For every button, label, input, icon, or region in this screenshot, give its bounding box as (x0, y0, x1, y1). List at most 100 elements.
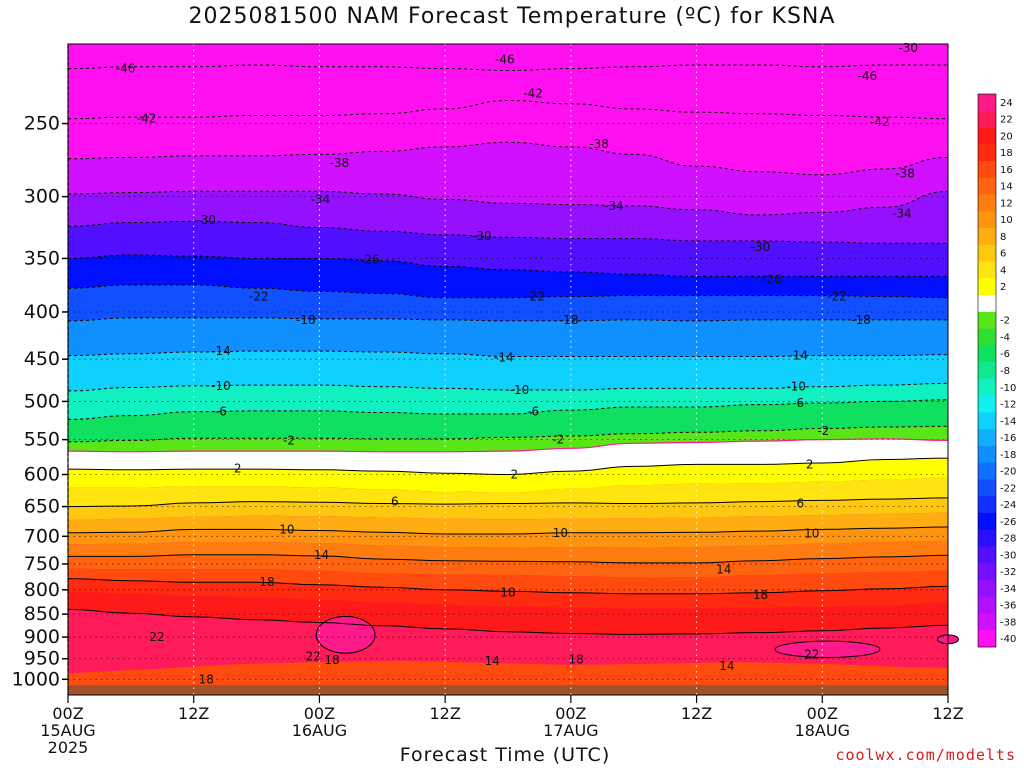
colorbar-swatch (978, 462, 996, 480)
colorbar-label: -12 (1000, 400, 1016, 411)
contour-label: -34 (892, 207, 912, 221)
colorbar-swatch (978, 429, 996, 447)
fill-band (68, 540, 948, 563)
colorbar-label: 18 (1000, 148, 1013, 159)
ground-layer (68, 685, 948, 695)
contour-label: -14 (494, 350, 514, 364)
contour-label: -46 (858, 69, 878, 83)
y-tick-label: 500 (24, 390, 60, 412)
contour-label: -30 (196, 213, 216, 227)
warm-pocket (774, 640, 881, 659)
colorbar-label: 4 (1000, 265, 1006, 276)
colorbar-swatch (978, 144, 996, 162)
x-tick-label: 00Z (52, 704, 83, 723)
contour-label: 22 (149, 630, 164, 644)
contour-label: -10 (211, 379, 231, 393)
contour-label: 18 (753, 588, 768, 602)
y-tick-label: 700 (24, 525, 60, 547)
colorbar-swatch (978, 228, 996, 246)
colorbar-swatch (978, 496, 996, 514)
contour-label: -2 (552, 433, 564, 447)
chart-title: 2025081500 NAM Forecast Temperature (ºC)… (188, 4, 836, 29)
isotherm-line (67, 497, 949, 508)
colorbar-swatch (978, 630, 996, 648)
fill-band (68, 458, 948, 493)
fill-band (68, 317, 948, 357)
contour-label: -30 (898, 41, 918, 55)
colorbar-swatch (978, 613, 996, 631)
y-tick-label: 600 (24, 464, 60, 486)
contour-label: -42 (870, 115, 890, 129)
contour-label: -30 (472, 229, 492, 243)
contour-label: -10 (786, 380, 806, 394)
y-tick-label: 450 (24, 348, 60, 370)
x-tick-label: 12Z (429, 704, 460, 723)
colorbar-label: 10 (1000, 215, 1013, 226)
contour-label: 18 (199, 672, 214, 686)
x-tick-date: 15AUG (40, 721, 95, 740)
isotherm-line (67, 64, 948, 72)
contour-label: 22 (804, 647, 819, 661)
fill-band (68, 65, 948, 119)
contour-label: -18 (559, 313, 579, 327)
x-tick-label: 12Z (178, 704, 209, 723)
colorbar-swatch (978, 94, 996, 112)
colorbar-swatch (978, 177, 996, 195)
contour-label: -34 (311, 192, 331, 206)
contour-label: 18 (568, 653, 583, 667)
contour-label: -42 (523, 87, 543, 101)
x-tick-label: 00Z (304, 704, 335, 723)
fill-band (68, 351, 948, 391)
colorbar-label: -10 (1000, 383, 1016, 394)
colorbar-swatch (978, 479, 996, 497)
contour-label: -22 (249, 290, 269, 304)
colorbar-swatch (978, 579, 996, 598)
fill-band (68, 438, 948, 475)
colorbar-frame (977, 93, 997, 648)
warm-pocket (315, 615, 376, 654)
y-tick-label: 950 (24, 648, 60, 670)
fill-band (68, 44, 948, 71)
isotherm-line (67, 284, 949, 299)
colorbar-label: -2 (1000, 316, 1010, 327)
contour-label: 18 (259, 575, 274, 589)
y-axis: 2503003504004505005506006507007508008509… (12, 44, 69, 695)
contour-label: 10 (553, 526, 568, 540)
contour-label: 2 (510, 468, 518, 482)
colorbar: 24 22 20 18 16 14 12 10 8 6 4 2 -2 -4 -6 -8 -10 -12 -14 -16… (977, 93, 1016, 648)
colorbar-label: -28 (1000, 534, 1016, 545)
contour-label: -6 (215, 405, 227, 419)
isotherm-line (67, 190, 949, 216)
contour-label: -2 (817, 424, 829, 438)
colorbar-swatch (978, 412, 996, 430)
fill-band (68, 191, 948, 244)
x-tick-date: 17AUG (543, 721, 598, 740)
colorbar-swatch (978, 110, 996, 128)
colorbar-label: 8 (1000, 232, 1006, 243)
colorbar-swatch (978, 311, 996, 329)
contour-label: 14 (485, 654, 500, 668)
colorbar-swatch (978, 378, 996, 396)
contour-label: -26 (360, 253, 380, 267)
colorbar-swatch (978, 161, 996, 179)
y-tick-label: 250 (24, 113, 60, 135)
isotherm-contours (67, 43, 949, 635)
colorbar-label: -32 (1000, 567, 1016, 578)
isotherm-line (67, 526, 949, 535)
contour-label: -46 (116, 62, 136, 76)
y-tick-label: 800 (24, 579, 60, 601)
colorbar-label: 6 (1000, 249, 1006, 260)
contour-label: -18 (851, 313, 871, 327)
contour-label: 6 (391, 495, 399, 509)
ground-fill (68, 685, 948, 695)
fill-band (68, 578, 948, 609)
fill-band (68, 568, 948, 594)
x-tick-date: 18AUG (795, 721, 850, 740)
fill-band (68, 255, 948, 298)
contour-label: -38 (589, 137, 609, 151)
contour-label: -14 (788, 349, 808, 363)
contour-label: -38 (330, 156, 350, 170)
